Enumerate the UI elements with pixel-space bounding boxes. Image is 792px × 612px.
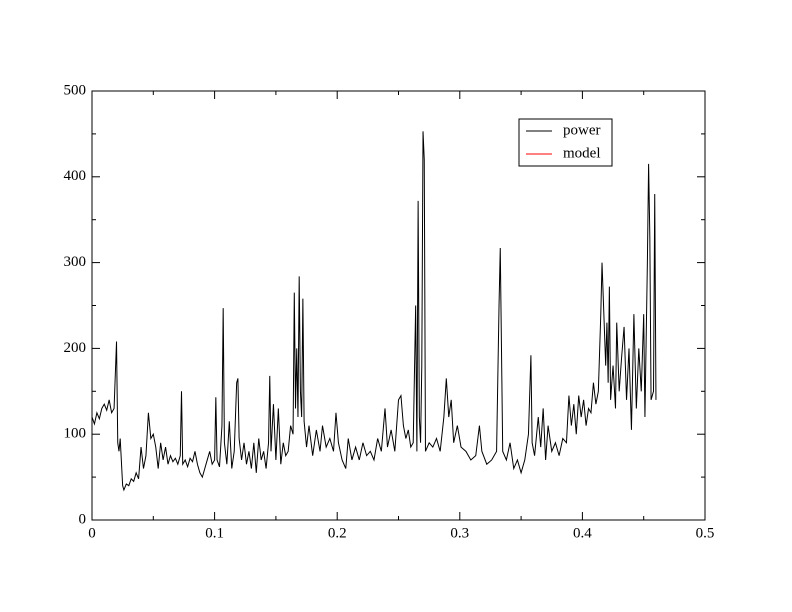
data-line bbox=[91, 131, 657, 492]
x-tick-label: 0.5 bbox=[696, 525, 715, 541]
x-tick-label: 0.2 bbox=[328, 525, 347, 541]
legend-label: power bbox=[563, 122, 601, 138]
plot-frame bbox=[91, 90, 706, 521]
legend-box bbox=[518, 118, 613, 167]
y-tick-label: 500 bbox=[64, 82, 87, 98]
x-tick-label: 0.3 bbox=[450, 525, 469, 541]
legend-label: model bbox=[563, 145, 601, 161]
y-tick-label: 400 bbox=[64, 168, 87, 184]
y-tick-label: 0 bbox=[79, 511, 87, 527]
x-tick-label: 0 bbox=[88, 525, 96, 541]
x-tick-label: 0.4 bbox=[573, 525, 592, 541]
x-tick-label: 0.1 bbox=[205, 525, 224, 541]
y-tick-label: 100 bbox=[64, 426, 87, 442]
y-tick-label: 300 bbox=[64, 254, 87, 270]
y-tick-label: 200 bbox=[64, 340, 87, 356]
